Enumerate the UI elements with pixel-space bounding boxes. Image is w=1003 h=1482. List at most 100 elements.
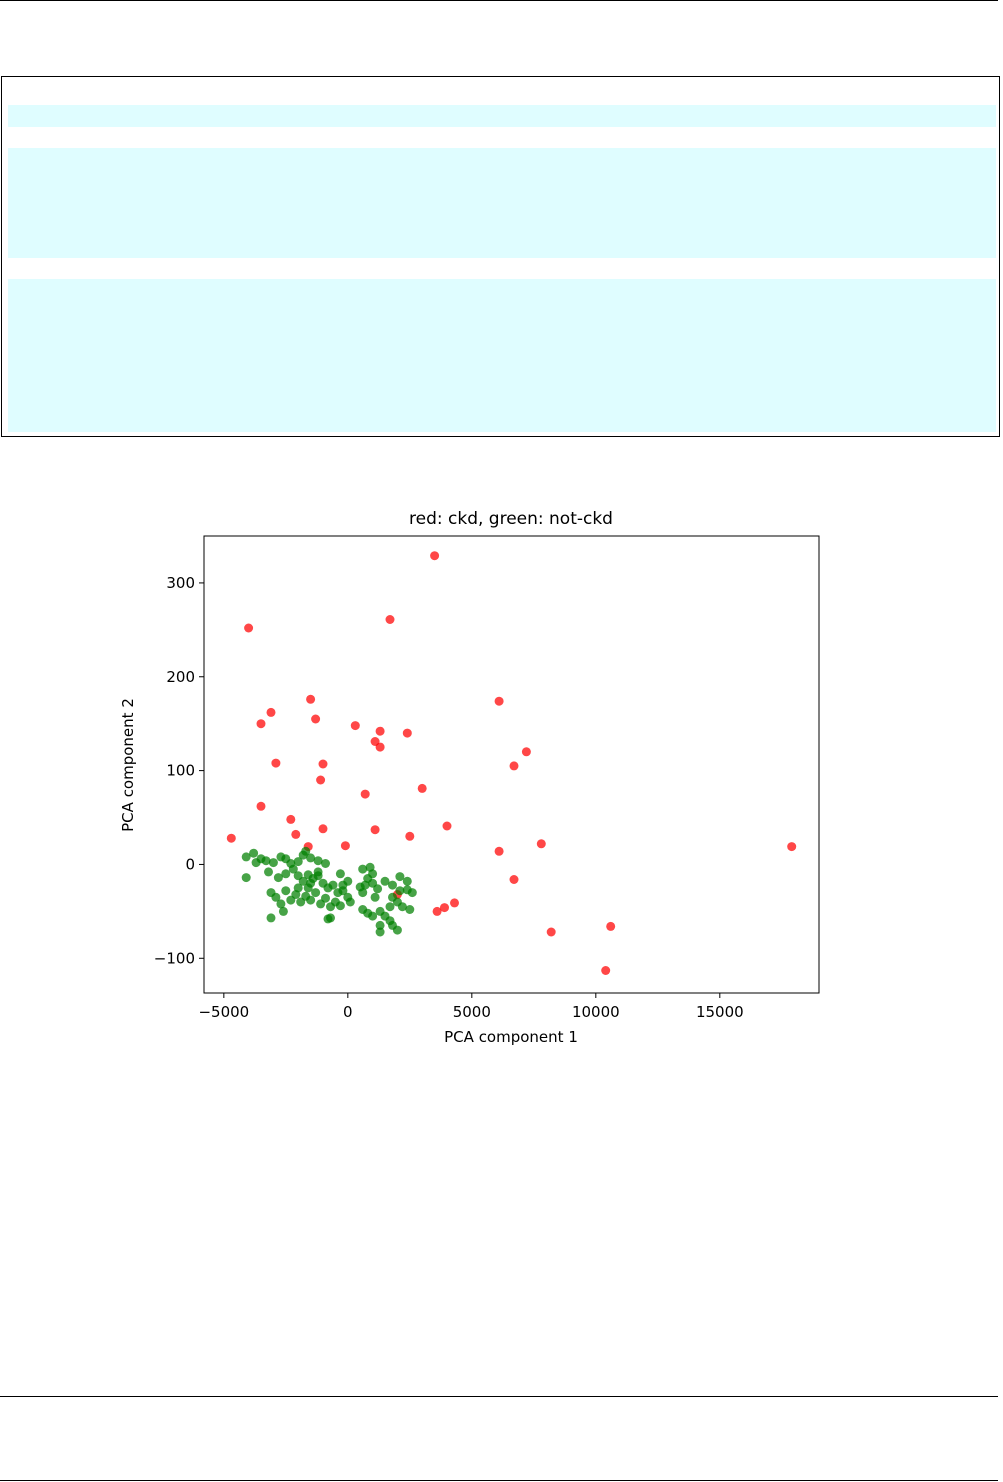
point-ckd [787, 842, 797, 852]
point-not-ckd [328, 880, 338, 890]
scatter-figure: red: ckd, green: not-ckd −5000 0 5000 10000… [119, 509, 820, 1046]
point-not-ckd [264, 867, 273, 877]
point-ckd [405, 831, 415, 841]
point-not-ckd [370, 892, 380, 902]
point-not-ckd [380, 876, 390, 886]
point-ckd [311, 714, 321, 724]
point-ckd [350, 721, 360, 731]
point-not-ckd [261, 856, 271, 866]
plot-frame [203, 535, 820, 994]
point-ckd [306, 694, 316, 704]
point-not-ckd [278, 906, 288, 916]
point-not-ckd [281, 886, 291, 896]
point-not-ckd [407, 888, 417, 898]
point-ckd [256, 719, 266, 729]
point-not-ckd [335, 901, 345, 911]
point-ckd [360, 789, 370, 799]
y-axis-label: PCA component 2 [119, 698, 137, 832]
point-not-ckd [281, 869, 291, 879]
point-ckd [286, 814, 296, 824]
point-ckd [509, 875, 519, 884]
point-not-ckd [335, 869, 345, 879]
point-ckd [316, 775, 326, 785]
point-not-ckd [368, 911, 378, 921]
point-ckd [402, 728, 412, 738]
point-ckd [318, 824, 328, 834]
point-not-ckd [321, 859, 330, 868]
point-ckd [256, 801, 266, 811]
x-tick-label: −5000 [198, 1003, 249, 1021]
x-axis: −5000 0 5000 10000 15000 [198, 993, 744, 1021]
point-not-ckd [395, 872, 405, 882]
point-ckd [440, 903, 449, 913]
point-ckd [266, 707, 276, 717]
point-ckd [370, 825, 380, 835]
y-tick-label: −100 [154, 949, 195, 967]
point-not-ckd [311, 888, 321, 898]
point-ckd [509, 761, 519, 771]
point-not-ckd [249, 848, 259, 858]
point-not-ckd [306, 895, 316, 905]
point-ckd [318, 759, 328, 769]
y-tick-label: 0 [185, 855, 195, 873]
point-not-ckd [395, 886, 405, 896]
point-ckd [375, 726, 385, 736]
point-ckd [417, 783, 427, 793]
y-tick-label: 300 [166, 574, 195, 592]
point-not-ckd [358, 864, 368, 874]
point-not-ckd [313, 856, 323, 866]
point-not-ckd [375, 927, 385, 937]
point-not-ckd [385, 902, 395, 912]
page-top-rule [0, 0, 998, 1]
point-ckd [494, 696, 504, 706]
point-not-ckd [276, 899, 286, 909]
chart-title: red: ckd, green: not-ckd [409, 509, 613, 529]
point-not-ckd [288, 864, 298, 874]
point-ckd [536, 839, 546, 849]
point-ckd [385, 615, 395, 624]
y-tick-label: 100 [166, 762, 195, 780]
point-ckd [450, 898, 459, 908]
point-not-ckd [268, 858, 278, 868]
point-ckd [375, 742, 385, 752]
code-line-block [8, 105, 996, 127]
code-line-block [8, 148, 996, 258]
point-not-ckd [273, 873, 283, 883]
y-tick-label: 200 [166, 668, 195, 686]
point-ckd [601, 966, 611, 975]
point-ckd [430, 551, 440, 561]
x-tick-label: 5000 [453, 1003, 491, 1021]
point-not-ckd [251, 858, 261, 868]
footer-rule-top [0, 1396, 998, 1397]
point-not-ckd [405, 905, 415, 914]
point-ckd [432, 906, 442, 916]
point-ckd [606, 921, 616, 931]
point-ckd [494, 846, 504, 856]
point-ckd [521, 747, 531, 757]
point-ckd [442, 821, 452, 831]
footer-rule-bottom [0, 1480, 998, 1481]
code-line-block [8, 279, 996, 432]
point-not-ckd [266, 913, 276, 923]
point-not-ckd [358, 888, 368, 898]
x-tick-label: 15000 [696, 1003, 744, 1021]
point-not-ckd [338, 880, 348, 890]
point-not-ckd [375, 920, 385, 930]
point-not-ckd [397, 902, 407, 912]
point-not-ckd [388, 880, 397, 890]
point-ckd [546, 927, 556, 937]
points-layer [226, 551, 797, 975]
x-tick-label: 10000 [572, 1003, 620, 1021]
point-not-ckd [303, 883, 313, 893]
point-ckd [271, 758, 281, 768]
point-not-ckd [293, 883, 303, 893]
point-not-ckd [313, 871, 323, 881]
code-cell [1, 76, 1000, 437]
point-not-ckd [241, 873, 251, 883]
point-ckd [244, 623, 254, 633]
point-not-ckd [345, 897, 355, 907]
point-not-ckd [241, 852, 251, 862]
x-tick-label: 0 [343, 1003, 353, 1021]
point-ckd [340, 841, 350, 851]
point-not-ckd [392, 925, 402, 935]
